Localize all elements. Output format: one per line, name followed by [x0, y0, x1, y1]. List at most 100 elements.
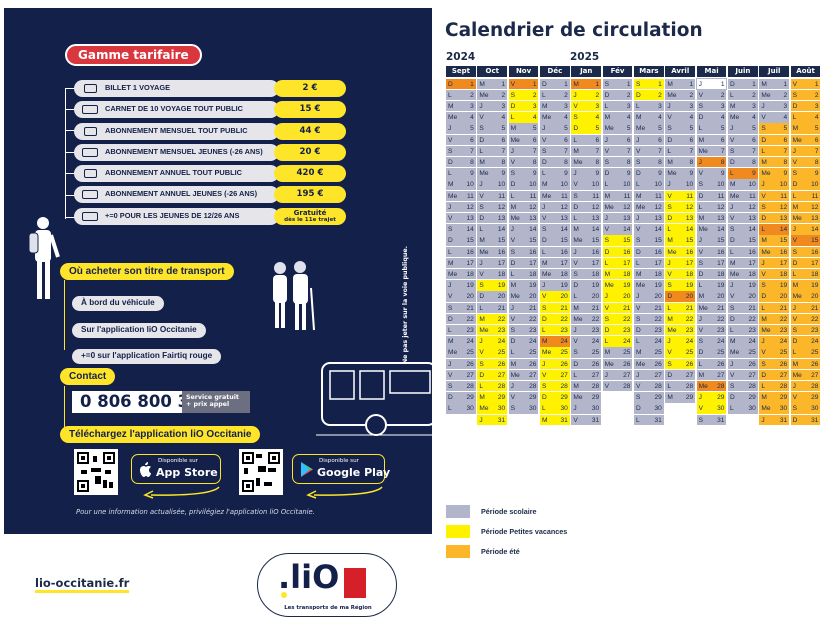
qr-code-android[interactable]	[239, 449, 283, 495]
calendar-day: Me 6	[790, 134, 821, 146]
purchase-option: À bord du véhicule	[72, 296, 164, 311]
calendar-day: V 11	[665, 190, 696, 202]
calendar-day: Me 21	[696, 302, 727, 314]
calendar-day: M 28	[571, 380, 602, 392]
vertical-note: Ne pas jeter sur la voie publique.	[402, 246, 409, 365]
calendar-day: Me 9	[665, 168, 696, 179]
calendar-day: S 16	[508, 246, 539, 258]
calendar-day: J 13	[634, 212, 664, 224]
calendar-day: V 24	[571, 336, 602, 347]
app-store-button[interactable]: Disponible sur App Store	[131, 454, 221, 484]
calendar-day: M 11	[634, 190, 664, 202]
fares-connector	[65, 88, 75, 219]
calendar-day: D 18	[696, 268, 727, 280]
fare-label: CARNET DE 10 VOYAGE TOUT PUBLIC	[105, 104, 243, 114]
phone-note: Service gratuit + prix appel	[182, 391, 250, 413]
fare-label: BILLET 1 VOYAGE	[105, 83, 171, 92]
calendar-day: D 19	[571, 280, 602, 291]
calendar-day: L 11	[508, 190, 539, 202]
fare-row: CARNET DE 10 VOYAGE TOUT PUBLIC 15 €	[74, 101, 348, 119]
google-play-button[interactable]: Disponible sur Google Play	[292, 454, 390, 484]
calendar-day: D 29	[540, 392, 570, 403]
calendar-day: D 11	[696, 190, 727, 202]
calendar-day: J 28	[790, 380, 821, 392]
calendar-day: V 21	[634, 302, 664, 314]
calendar-day: V 16	[696, 246, 727, 258]
calendar-day: L 11	[790, 190, 821, 202]
calendar-day: J 24	[665, 336, 696, 347]
calendar-day: Me 20	[508, 291, 539, 302]
calendar-day: J 26	[446, 358, 476, 370]
calendar-day: Me 8	[571, 156, 602, 168]
calendar-day: Me 4	[540, 112, 570, 123]
lio-logo: .liO Les transports de ma Région	[257, 553, 397, 617]
fare-label: ABONNEMENT ANNUEL JEUNES (-26 ANS)	[105, 189, 258, 199]
calendar-day: Me 28	[696, 380, 727, 392]
calendar-day: L 21	[759, 302, 790, 314]
calendar-day: L 18	[790, 268, 821, 280]
calendar-day: D 23	[602, 324, 633, 336]
calendar-day: V 13	[728, 212, 758, 224]
calendar-day: L 23	[540, 324, 570, 336]
calendar-day: Me 18	[540, 268, 570, 280]
fare-row: +=0 POUR LES JEUNES DE 12/26 ANS Gratuité…	[74, 207, 348, 225]
calendar-day: D 27	[759, 369, 790, 381]
calendar-day: Me 23	[665, 324, 696, 336]
phone-number[interactable]: 0 806 800 350 Service gratuit + prix appe…	[72, 391, 250, 413]
calendar-day: M 24	[728, 336, 758, 347]
calendar-day: Me 19	[634, 280, 664, 291]
calendar-day: V 22	[508, 313, 539, 325]
calendar-day: V 28	[602, 380, 633, 392]
calendar-day: D 13	[477, 212, 508, 224]
calendar-day: J 19	[728, 280, 758, 291]
calendar-day: V 27	[540, 369, 570, 381]
calendar-day: Me 2	[759, 89, 790, 101]
calendar-day: D 27	[477, 369, 508, 381]
calendar-day: V 23	[696, 324, 727, 336]
calendar-day: S 29	[634, 392, 664, 403]
calendar-day: M 19	[508, 280, 539, 291]
calendar-day: Me 13	[790, 212, 821, 224]
calendar-day: D 16	[602, 246, 633, 258]
calendar-day: V 10	[571, 179, 602, 190]
calendar-day: D 13	[759, 212, 790, 224]
calendar-day: Me 2	[665, 89, 696, 101]
website-link[interactable]: lio-occitanie.fr	[35, 576, 130, 593]
fare-price: 2 €	[274, 80, 346, 97]
calendar-day: L 28	[759, 380, 790, 392]
fare-label: ABONNEMENT MENSUEL JEUNES (-26 ANS)	[105, 146, 263, 156]
contact-connector	[64, 386, 65, 436]
calendar-day: J 31	[477, 414, 508, 426]
calendar-day: M 31	[540, 414, 570, 426]
qr-code-ios[interactable]	[74, 449, 118, 495]
calendar-day: D 15	[540, 235, 570, 246]
calendar-day: D 17	[790, 257, 821, 269]
fares-title: Gamme tarifaire	[65, 44, 202, 66]
calendar-day: L 30	[728, 403, 758, 414]
calendar-day: J 10	[477, 179, 508, 190]
calendar-day: Me 16	[477, 246, 508, 258]
calendar-day: Me 16	[759, 246, 790, 258]
card-young-icon	[82, 190, 98, 200]
